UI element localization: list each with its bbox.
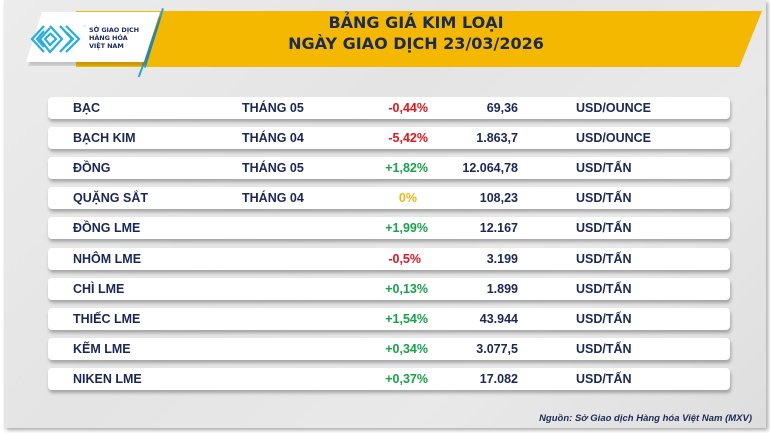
metal-name: QUẶNG SẮT [73, 191, 148, 205]
metal-name: KẼM LME [73, 342, 131, 356]
logo-line: VIỆT NAM [89, 42, 124, 50]
table-row: ĐỒNG THÁNG 05 +1,82% 12.064,78 USD/TẤN [48, 157, 730, 179]
price-value: 1.899 [486, 282, 518, 296]
percent-change: +1,54% [385, 312, 428, 326]
price-unit: USD/TẤN [576, 342, 632, 356]
logo-wordmark: SỞ GIAO DỊCH HÀNG HÓA VIỆT NAM [89, 26, 139, 50]
infographic-frame: ™ SỞ GIAO DỊCH HÀNG HÓA VIỆT NAM BẢNG GI… [4, 0, 766, 428]
price-value: 1.863,7 [476, 131, 518, 145]
price-value: 12.064,78 [462, 161, 518, 175]
metal-name: CHÌ LME [73, 282, 125, 296]
price-unit: USD/TẤN [576, 372, 632, 386]
price-unit: USD/TẤN [576, 161, 632, 175]
contract-month: THÁNG 04 [242, 131, 304, 145]
percent-change: +1,99% [385, 221, 428, 235]
percent-change: +0,37% [385, 372, 428, 386]
price-value: 12.167 [479, 221, 518, 235]
table-row: BẠCH KIM THÁNG 04 -5,42% 1.863,7 USD/OUN… [48, 127, 730, 149]
table-row: ĐỒNG LME +1,99% 12.167 USD/TẤN [48, 217, 730, 239]
metal-name: THIẾC LME [73, 312, 141, 326]
title-line-2: NGÀY GIAO DỊCH 23/03/2026 [288, 34, 544, 53]
metal-name: BẠCH KIM [73, 131, 136, 145]
price-unit: USD/OUNCE [576, 131, 652, 145]
title-line-1: BẢNG GIÁ KIM LOẠI [328, 13, 504, 32]
mxv-logo-icon [30, 25, 81, 54]
table-row: NIKEN LME +0,37% 17.082 USD/TẤN [48, 368, 730, 390]
table-row: THIẾC LME +1,54% 43.944 USD/TẤN [48, 308, 730, 330]
percent-change: +1,82% [385, 161, 428, 175]
table-row: NHÔM LME -0,5% 3.199 USD/TẤN [48, 248, 730, 270]
price-value: 3.199 [486, 252, 518, 266]
price-unit: USD/TẤN [576, 252, 632, 266]
price-value: 3.077,5 [476, 342, 518, 356]
metal-name: NIKEN LME [73, 372, 142, 386]
price-unit: USD/OUNCE [576, 101, 652, 115]
table-row: CHÌ LME +0,13% 1.899 USD/TẤN [48, 278, 730, 300]
percent-change: +0,34% [385, 342, 428, 356]
price-value: 69,36 [486, 101, 518, 115]
percent-change: 0% [398, 191, 417, 205]
contract-month: THÁNG 04 [242, 191, 304, 205]
price-unit: USD/TẤN [576, 221, 632, 235]
table-row: KẼM LME +0,34% 3.077,5 USD/TẤN [48, 338, 730, 360]
page-title: BẢNG GIÁ KIM LOẠI NGÀY GIAO DỊCH 23/03/2… [266, 12, 566, 54]
metal-name: BẠC [73, 101, 101, 115]
source-note: Nguồn: Sở Giao dịch Hàng hóa Việt Nam (M… [539, 413, 752, 424]
contract-month: THÁNG 05 [242, 101, 304, 115]
percent-change: -0,5% [388, 252, 421, 266]
price-unit: USD/TẤN [576, 282, 632, 296]
logo-line: SỞ GIAO DỊCH [89, 26, 140, 34]
percent-change: -5,42% [388, 131, 428, 145]
price-value: 43.944 [479, 312, 518, 326]
percent-change: +0,13% [385, 282, 428, 296]
header-banner [76, 11, 762, 67]
logo-line: HÀNG HÓA [89, 34, 128, 42]
price-unit: USD/TẤN [576, 312, 632, 326]
metal-name: ĐỒNG [73, 161, 111, 175]
price-value: 108,23 [479, 191, 518, 205]
price-unit: USD/TẤN [576, 191, 632, 205]
table-row: QUẶNG SẮT THÁNG 04 0% 108,23 USD/TẤN [48, 187, 730, 209]
contract-month: THÁNG 05 [242, 161, 304, 175]
percent-change: -0,44% [388, 101, 428, 115]
table-row: BẠC THÁNG 05 -0,44% 69,36 USD/OUNCE [48, 97, 730, 119]
price-value: 17.082 [479, 372, 518, 386]
metal-name: ĐỒNG LME [73, 221, 141, 235]
trademark-symbol: ™ [83, 25, 86, 29]
metal-name: NHÔM LME [73, 252, 142, 266]
